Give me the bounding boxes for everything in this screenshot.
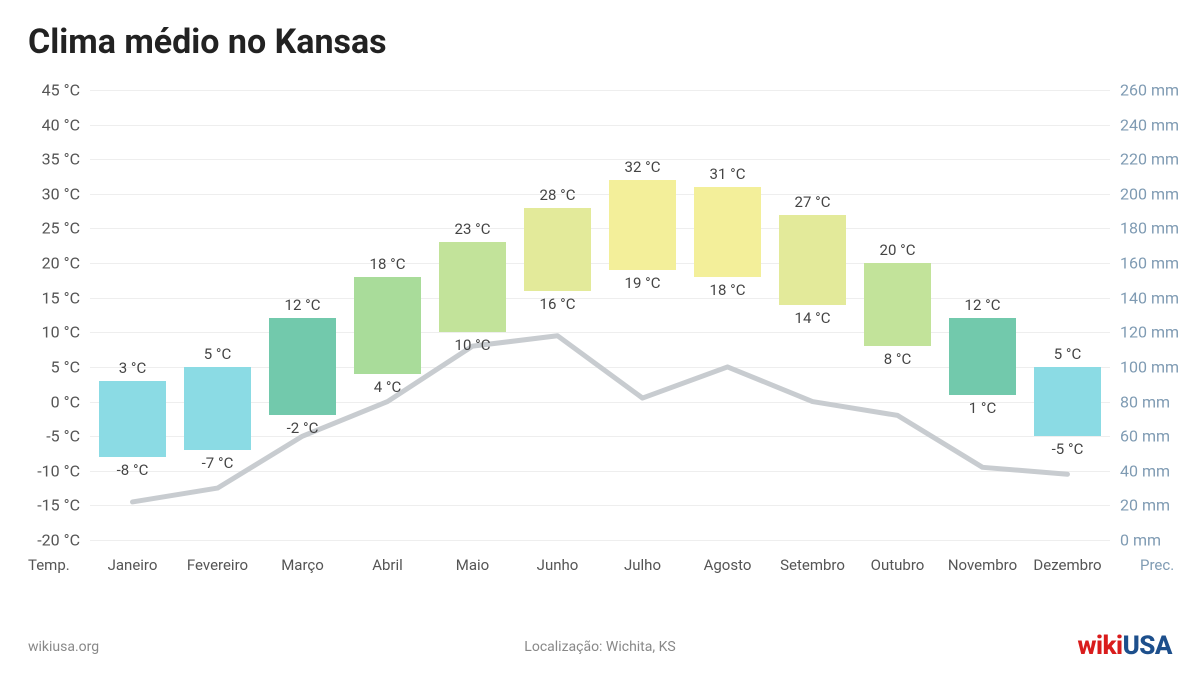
temp-bar bbox=[1034, 367, 1100, 436]
month-label: Junho bbox=[537, 556, 579, 574]
chart-title: Clima médio no Kansas bbox=[28, 22, 387, 62]
month-label: Março bbox=[281, 556, 324, 574]
month-label: Janeiro bbox=[108, 556, 158, 574]
temp-bar bbox=[524, 208, 590, 291]
temp-bar bbox=[694, 187, 760, 277]
month-label: Setembro bbox=[780, 556, 845, 574]
climate-chart: 3 °C -8 °C 5 °C -7 °C 12 °C -2 °C 18 °C 4 °C 23 … bbox=[90, 90, 1110, 540]
temp-axis-tick: 25 °C bbox=[10, 219, 80, 238]
bar-low-label: -8 °C bbox=[117, 461, 149, 479]
temp-axis-tick: 20 °C bbox=[10, 254, 80, 273]
bar-low-label: 16 °C bbox=[540, 295, 576, 313]
prec-axis-tick: 40 mm bbox=[1120, 461, 1190, 480]
bar-low-label: -2 °C bbox=[287, 419, 319, 437]
bar-high-label: 23 °C bbox=[455, 220, 491, 238]
gridline bbox=[90, 540, 1110, 541]
temp-axis-tick: 30 °C bbox=[10, 184, 80, 203]
bar-low-label: 18 °C bbox=[710, 281, 746, 299]
temp-axis-tick: -20 °C bbox=[10, 531, 80, 550]
prec-axis-label: Prec. bbox=[1140, 556, 1174, 574]
temp-axis-tick: -10 °C bbox=[10, 461, 80, 480]
logo: wikiUSA bbox=[1077, 631, 1172, 661]
prec-axis-tick: 240 mm bbox=[1120, 115, 1190, 134]
bar-high-label: 31 °C bbox=[710, 165, 746, 183]
prec-axis-tick: 260 mm bbox=[1120, 81, 1190, 100]
bar-low-label: -7 °C bbox=[202, 454, 234, 472]
temp-bar bbox=[439, 242, 505, 332]
month-label: Maio bbox=[456, 556, 489, 574]
bar-high-label: 20 °C bbox=[880, 241, 916, 259]
bar-low-label: 8 °C bbox=[884, 350, 912, 368]
bar-high-label: 28 °C bbox=[540, 186, 576, 204]
temp-bar bbox=[949, 318, 1015, 394]
bar-low-label: 4 °C bbox=[374, 378, 402, 396]
temp-axis-tick: -15 °C bbox=[10, 496, 80, 515]
source-label: wikiusa.org bbox=[28, 639, 99, 655]
prec-axis-tick: 80 mm bbox=[1120, 392, 1190, 411]
month-label: Dezembro bbox=[1033, 556, 1101, 574]
temp-axis-tick: 0 °C bbox=[10, 392, 80, 411]
prec-axis-tick: 180 mm bbox=[1120, 219, 1190, 238]
temp-axis-tick: 15 °C bbox=[10, 288, 80, 307]
temp-bar bbox=[184, 367, 250, 450]
prec-axis-tick: 200 mm bbox=[1120, 184, 1190, 203]
logo-part2: USA bbox=[1123, 631, 1172, 661]
bar-high-label: 32 °C bbox=[625, 158, 661, 176]
precipitation-line bbox=[90, 90, 1110, 540]
bar-low-label: 14 °C bbox=[795, 309, 831, 327]
bar-low-label: 10 °C bbox=[455, 336, 491, 354]
bar-high-label: 18 °C bbox=[370, 255, 406, 273]
prec-axis-tick: 220 mm bbox=[1120, 150, 1190, 169]
prec-axis-tick: 120 mm bbox=[1120, 323, 1190, 342]
prec-axis-tick: 160 mm bbox=[1120, 254, 1190, 273]
temp-axis-tick: 5 °C bbox=[10, 357, 80, 376]
logo-part1: wiki bbox=[1077, 631, 1122, 661]
month-label: Julho bbox=[624, 556, 661, 574]
month-label: Outubro bbox=[871, 556, 925, 574]
temp-bar bbox=[864, 263, 930, 346]
temp-axis-tick: 10 °C bbox=[10, 323, 80, 342]
temp-axis-tick: 35 °C bbox=[10, 150, 80, 169]
bar-low-label: 19 °C bbox=[625, 274, 661, 292]
bar-low-label: 1 °C bbox=[969, 399, 997, 417]
prec-axis-tick: 20 mm bbox=[1120, 496, 1190, 515]
month-label: Fevereiro bbox=[187, 556, 248, 574]
bar-high-label: 5 °C bbox=[1054, 345, 1082, 363]
bar-high-label: 3 °C bbox=[119, 359, 147, 377]
temp-bar bbox=[609, 180, 675, 270]
temp-axis-tick: 45 °C bbox=[10, 81, 80, 100]
temp-axis-tick: 40 °C bbox=[10, 115, 80, 134]
prec-axis-tick: 60 mm bbox=[1120, 427, 1190, 446]
month-label: Novembro bbox=[948, 556, 1017, 574]
temp-bar bbox=[99, 381, 165, 457]
temp-bar bbox=[354, 277, 420, 374]
month-label: Agosto bbox=[704, 556, 752, 574]
month-label: Abril bbox=[372, 556, 403, 574]
temp-bar bbox=[779, 215, 845, 305]
bar-high-label: 12 °C bbox=[965, 296, 1001, 314]
temp-axis-tick: -5 °C bbox=[10, 427, 80, 446]
prec-axis-tick: 100 mm bbox=[1120, 357, 1190, 376]
location-label: Localização: Wichita, KS bbox=[524, 639, 675, 655]
temp-bar bbox=[269, 318, 335, 415]
bar-high-label: 27 °C bbox=[795, 193, 831, 211]
bar-high-label: 12 °C bbox=[285, 296, 321, 314]
bar-high-label: 5 °C bbox=[204, 345, 232, 363]
prec-axis-tick: 140 mm bbox=[1120, 288, 1190, 307]
prec-axis-tick: 0 mm bbox=[1120, 531, 1190, 550]
temp-axis-label: Temp. bbox=[28, 556, 70, 574]
bar-low-label: -5 °C bbox=[1052, 440, 1084, 458]
